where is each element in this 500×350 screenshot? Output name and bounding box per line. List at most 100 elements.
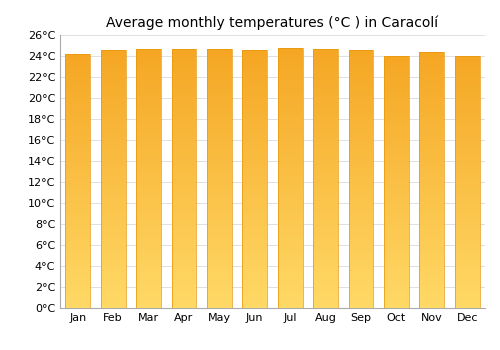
Bar xyxy=(66,251,90,254)
Bar xyxy=(313,188,338,191)
Bar xyxy=(207,78,232,81)
Bar xyxy=(100,182,126,185)
Bar xyxy=(348,192,374,195)
Bar xyxy=(207,262,232,266)
Bar xyxy=(66,118,90,121)
Bar xyxy=(455,191,479,195)
Bar xyxy=(313,275,338,279)
Bar xyxy=(420,222,444,225)
Bar xyxy=(207,100,232,104)
Bar xyxy=(278,161,302,165)
Bar xyxy=(348,111,374,114)
Bar xyxy=(420,151,444,154)
Bar xyxy=(136,301,161,305)
Bar xyxy=(136,78,161,81)
Bar xyxy=(384,248,409,251)
Bar xyxy=(384,125,409,128)
Bar xyxy=(455,122,479,125)
Bar xyxy=(136,269,161,272)
Bar xyxy=(420,270,444,273)
Bar xyxy=(455,176,479,179)
Bar xyxy=(66,168,90,172)
Bar xyxy=(384,56,409,308)
Bar xyxy=(420,215,444,218)
Bar xyxy=(278,288,302,292)
Bar xyxy=(242,63,267,66)
Bar xyxy=(348,160,374,163)
Bar xyxy=(348,92,374,95)
Bar xyxy=(207,275,232,279)
Bar xyxy=(455,179,479,182)
Bar xyxy=(420,299,444,302)
Bar xyxy=(313,227,338,230)
Bar xyxy=(384,283,409,286)
Bar xyxy=(278,103,302,106)
Bar xyxy=(172,195,196,198)
Bar xyxy=(313,282,338,285)
Title: Average monthly temperatures (°C ) in Caracolí: Average monthly temperatures (°C ) in Ca… xyxy=(106,15,438,30)
Bar xyxy=(136,188,161,191)
Bar xyxy=(242,60,267,63)
Bar xyxy=(136,227,161,230)
Bar xyxy=(100,160,126,163)
Bar xyxy=(136,143,161,146)
Bar xyxy=(172,295,196,298)
Bar xyxy=(348,102,374,105)
Bar xyxy=(172,275,196,279)
Bar xyxy=(348,292,374,295)
Bar xyxy=(348,227,374,231)
Bar xyxy=(207,143,232,146)
Bar xyxy=(207,88,232,91)
Bar xyxy=(207,159,232,162)
Bar xyxy=(100,227,126,231)
Bar xyxy=(455,286,479,289)
Bar xyxy=(313,104,338,107)
Bar xyxy=(455,78,479,81)
Bar xyxy=(66,70,90,73)
Bar xyxy=(455,220,479,223)
Bar xyxy=(455,223,479,226)
Bar xyxy=(384,239,409,242)
Bar xyxy=(348,127,374,131)
Bar xyxy=(66,264,90,267)
Bar xyxy=(207,165,232,169)
Bar xyxy=(313,120,338,123)
Bar xyxy=(278,295,302,298)
Bar xyxy=(313,65,338,68)
Bar xyxy=(207,301,232,305)
Bar xyxy=(100,221,126,224)
Bar xyxy=(136,117,161,120)
Bar xyxy=(100,69,126,72)
Bar xyxy=(242,234,267,237)
Bar xyxy=(348,224,374,227)
Bar xyxy=(207,279,232,282)
Bar xyxy=(242,108,267,111)
Bar xyxy=(455,100,479,103)
Bar xyxy=(455,232,479,236)
Bar xyxy=(172,191,196,195)
Bar xyxy=(136,91,161,94)
Bar xyxy=(348,195,374,198)
Bar xyxy=(348,114,374,118)
Bar xyxy=(66,124,90,127)
Bar xyxy=(172,185,196,188)
Bar xyxy=(207,282,232,285)
Bar xyxy=(348,50,374,53)
Bar xyxy=(100,114,126,118)
Bar xyxy=(207,220,232,224)
Bar xyxy=(66,225,90,229)
Bar xyxy=(136,243,161,246)
Bar xyxy=(278,301,302,305)
Bar xyxy=(66,197,90,200)
Bar xyxy=(242,79,267,82)
Bar xyxy=(420,61,444,65)
Bar xyxy=(172,58,196,62)
Bar xyxy=(455,103,479,106)
Bar xyxy=(172,71,196,75)
Bar xyxy=(278,74,302,77)
Bar xyxy=(100,237,126,240)
Bar xyxy=(136,84,161,88)
Bar xyxy=(348,66,374,69)
Bar xyxy=(455,169,479,173)
Bar xyxy=(348,250,374,253)
